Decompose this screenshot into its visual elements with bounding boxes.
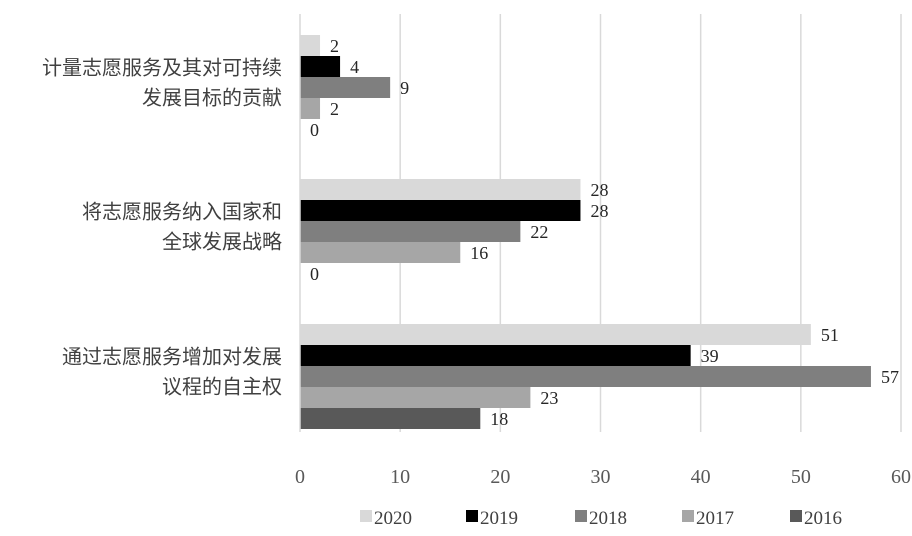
data-label-2020-category-1: 2	[330, 36, 339, 56]
data-label-2019-category-2: 28	[590, 201, 608, 221]
legend-swatch-2020	[360, 510, 372, 522]
x-tick-label-20: 20	[490, 466, 510, 488]
legend-swatch-2017	[682, 510, 694, 522]
category-labels: 计量志愿服务及其对可持续发展目标的贡献将志愿服务纳入国家和全球发展战略通过志愿服…	[42, 57, 282, 399]
x-tick-label-10: 10	[390, 466, 410, 488]
category-label-1-line-2: 发展目标的贡献	[142, 87, 282, 110]
data-label-2016-category-2: 0	[310, 264, 319, 284]
data-label-2016-category-1: 0	[310, 120, 319, 140]
bar-2016-category-3	[300, 408, 481, 429]
bar-2019-category-2	[300, 200, 581, 221]
data-label-2017-category-2: 16	[470, 243, 488, 263]
legend-swatch-2018	[575, 510, 587, 522]
category-label-3-line-1: 通过志愿服务增加对发展	[62, 346, 282, 369]
x-tick-label-50: 50	[791, 466, 811, 488]
bar-2020-category-3	[300, 324, 811, 345]
category-label-1-line-1: 计量志愿服务及其对可持续	[42, 57, 282, 80]
legend-label-2018: 2018	[589, 508, 627, 529]
category-label-2-line-1: 将志愿服务纳入国家和	[82, 201, 282, 224]
category-label-2-line-2: 全球发展战略	[162, 231, 282, 254]
legend: 2020 2019 2018 2017 2016	[360, 508, 842, 529]
data-label-2016-category-3: 18	[490, 409, 508, 429]
bar-2020-category-1	[300, 35, 321, 56]
category-label-3-line-2: 议程的自主权	[162, 376, 282, 399]
bar-2020-category-2	[300, 179, 581, 200]
x-tick-label-60: 60	[891, 466, 911, 488]
x-axis-ticks: 0 10 20 30 40 50 60	[295, 466, 911, 488]
legend-label-2017: 2017	[696, 508, 734, 529]
x-tick-label-30: 30	[591, 466, 611, 488]
bar-2019-category-3	[300, 345, 691, 366]
x-tick-label-0: 0	[295, 466, 305, 488]
data-label-2017-category-3: 23	[540, 388, 558, 408]
x-tick-label-40: 40	[691, 466, 711, 488]
data-label-2019-category-3: 39	[701, 346, 719, 366]
data-label-2018-category-2: 22	[530, 222, 548, 242]
bar-2017-category-3	[300, 387, 531, 408]
data-label-2020-category-2: 28	[590, 180, 608, 200]
bar-2018-category-2	[300, 221, 521, 242]
legend-label-2019: 2019	[480, 508, 518, 529]
bar-2017-category-2	[300, 242, 461, 263]
data-label-2018-category-1: 9	[400, 78, 409, 98]
data-label-2017-category-1: 2	[330, 99, 339, 119]
data-label-2020-category-3: 51	[821, 325, 839, 345]
bars	[300, 35, 871, 429]
bar-2017-category-1	[300, 98, 321, 119]
legend-label-2020: 2020	[374, 508, 412, 529]
legend-swatch-2016	[790, 510, 802, 522]
bar-2019-category-1	[300, 56, 341, 77]
data-label-2018-category-3: 57	[881, 367, 899, 387]
legend-label-2016: 2016	[804, 508, 842, 529]
data-label-2019-category-1: 4	[350, 57, 359, 77]
bar-2018-category-1	[300, 77, 391, 98]
bar-2018-category-3	[300, 366, 871, 387]
legend-swatch-2019	[466, 510, 478, 522]
